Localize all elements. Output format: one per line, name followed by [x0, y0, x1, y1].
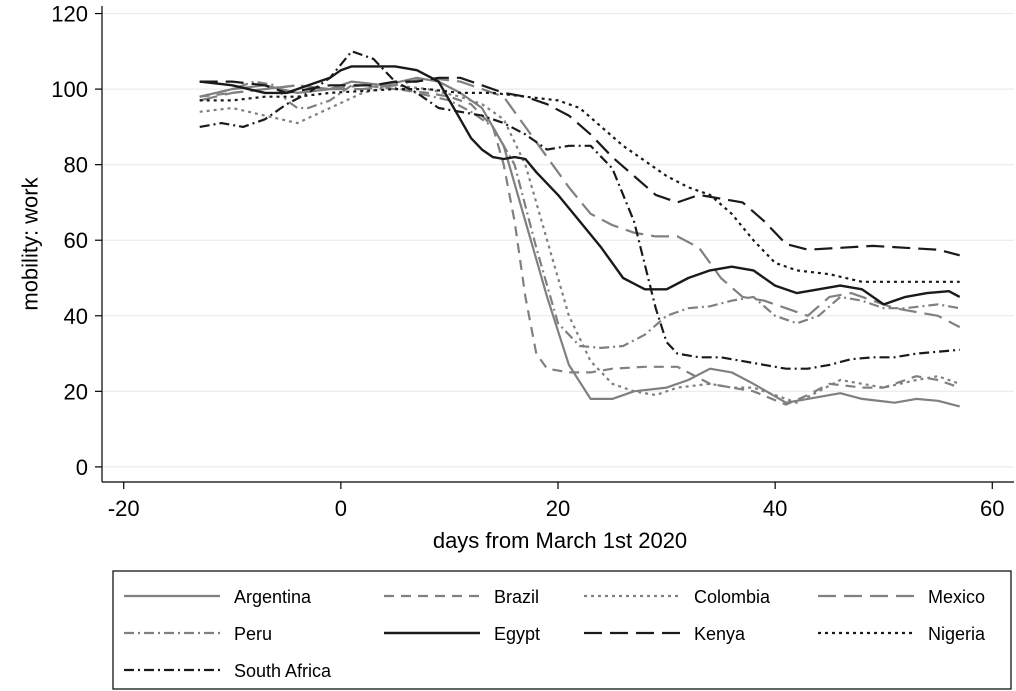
y-axis-title: mobility: work: [18, 176, 43, 310]
legend-label-egypt: Egypt: [494, 624, 540, 644]
series-lines: [199, 50, 961, 408]
series-line-mexico: [199, 76, 961, 329]
series-line-argentina: [199, 76, 960, 408]
legend: Argentina Brazil Colombia Mexico Peru Egypt Ke…: [112, 570, 1012, 690]
y-tick-label-20: 20: [64, 379, 88, 404]
series-line-kenya: [199, 76, 960, 257]
series-line-egypt: [199, 65, 961, 306]
x-tick-label-40: 40: [763, 496, 787, 521]
legend-label-argentina: Argentina: [234, 587, 312, 607]
x-tick-label-0: 0: [335, 496, 347, 521]
legend-label-peru: Peru: [234, 624, 272, 644]
gridlines: [103, 12, 1014, 468]
y-tick-label-80: 80: [64, 153, 88, 178]
legend-box: [112, 570, 1012, 690]
y-tick-label-120: 120: [51, 2, 88, 27]
y-tick-label-60: 60: [64, 228, 88, 253]
x-tick-label--20: -20: [108, 496, 140, 521]
series-line-brazil: [199, 84, 961, 406]
x-tick-label-20: 20: [546, 496, 570, 521]
legend-label-kenya: Kenya: [694, 624, 746, 644]
series-line-peru: [199, 80, 960, 349]
legend-label-mexico: Mexico: [928, 587, 985, 607]
y-tick-label-0: 0: [76, 455, 88, 480]
y-tick-label-40: 40: [64, 304, 88, 329]
legend-label-brazil: Brazil: [494, 587, 539, 607]
legend-label-colombia: Colombia: [694, 587, 771, 607]
legend-label-nigeria: Nigeria: [928, 624, 986, 644]
legend-label-south-africa: South Africa: [234, 661, 332, 681]
series-line-colombia: [199, 84, 961, 404]
axes: 0 20 40 60 80 100 120 -20 0 20 40 60: [51, 2, 1014, 521]
series-line-south-africa: [199, 50, 960, 370]
y-tick-label-100: 100: [51, 77, 88, 102]
series-line-nigeria: [199, 88, 960, 283]
x-axis-title: days from March 1st 2020: [433, 528, 687, 553]
x-tick-label-60: 60: [980, 496, 1004, 521]
